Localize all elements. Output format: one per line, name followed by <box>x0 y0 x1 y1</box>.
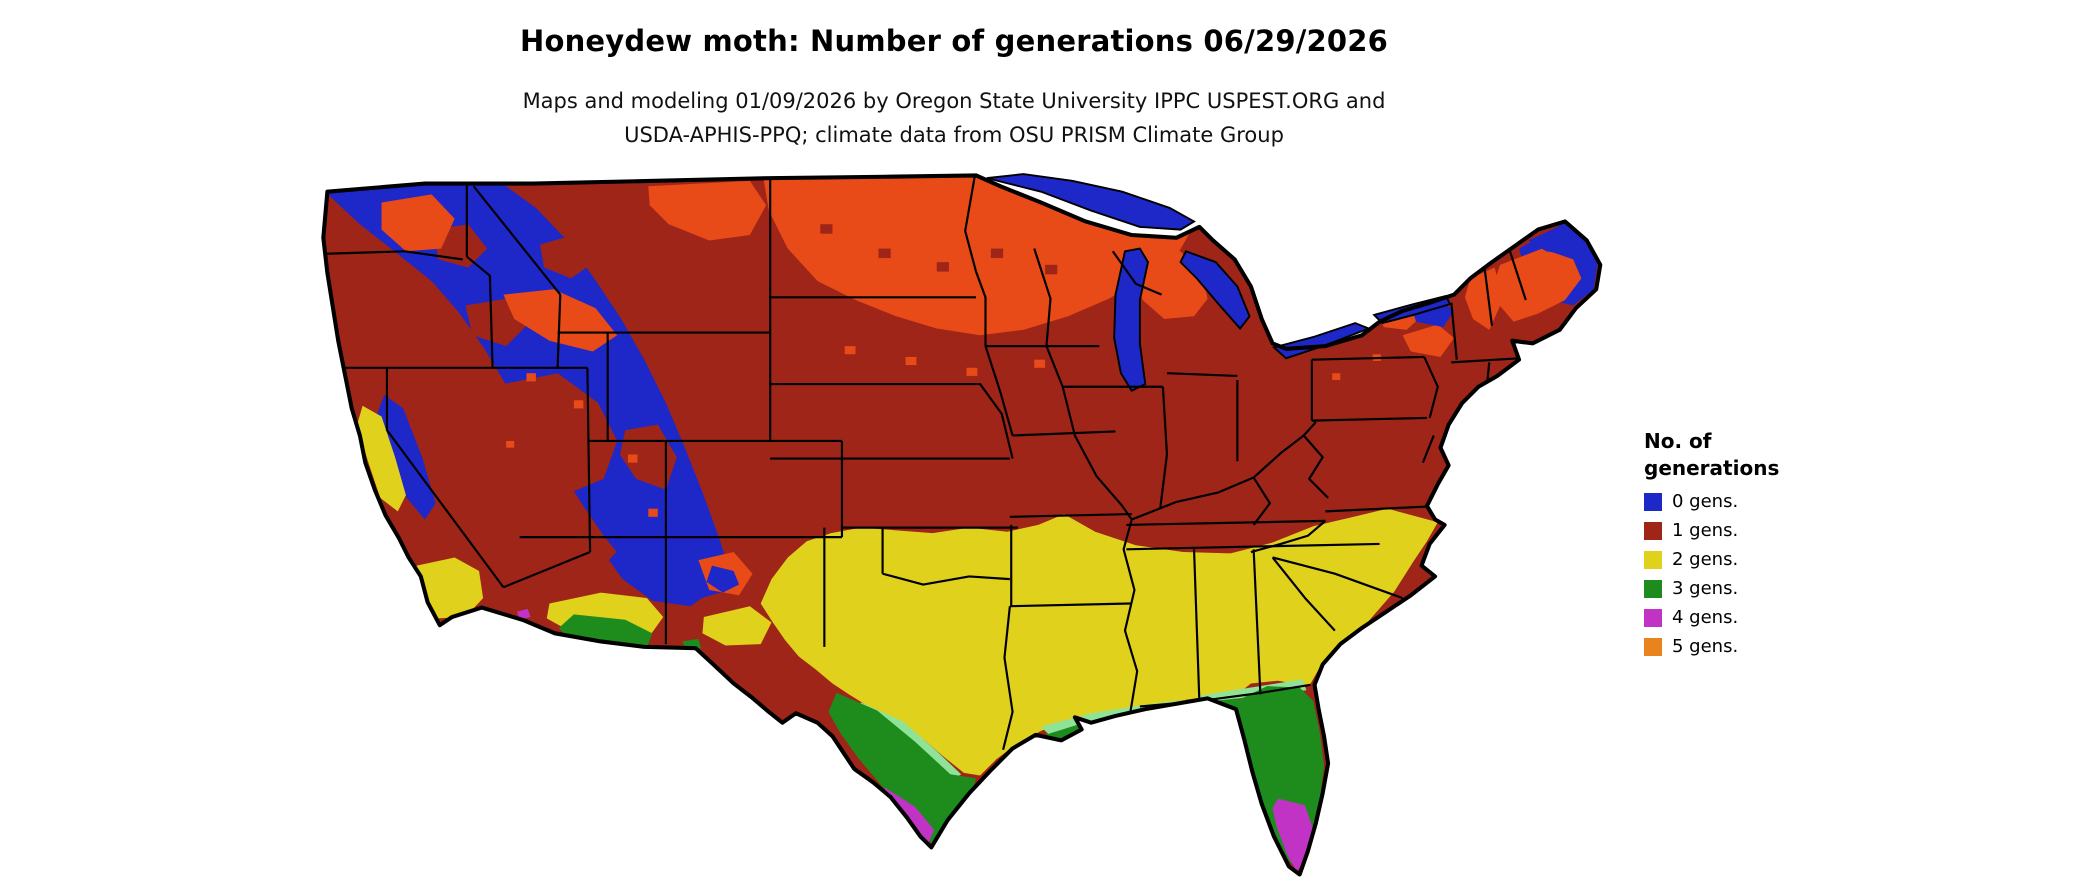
legend-title: No. of generations <box>1644 428 1894 482</box>
legend-label: 4 gens. <box>1672 607 1739 628</box>
legend-title-line-1: No. of <box>1644 429 1712 453</box>
legend-color-swatch <box>1644 521 1662 540</box>
lake-huron <box>1179 250 1251 330</box>
legend-color-swatch <box>1644 492 1662 511</box>
legend-label: 3 gens. <box>1672 578 1739 599</box>
lake-michigan <box>1113 247 1150 393</box>
us-generations-map <box>303 170 1603 888</box>
legend-label: 0 gens. <box>1672 491 1739 512</box>
legend-item-0-gens: 0 gens. <box>1644 491 1894 512</box>
map-legend: No. of generations 0 gens. 1 gens. 2 gens.… <box>1644 428 1894 657</box>
legend-label: 2 gens. <box>1672 549 1739 570</box>
legend-item-1-gens: 1 gens. <box>1644 520 1894 541</box>
legend-item-4-gens: 4 gens. <box>1644 607 1894 628</box>
legend-item-3-gens: 3 gens. <box>1644 578 1894 599</box>
lake-superior <box>986 173 1196 231</box>
credits-line-1: Maps and modeling 01/09/2026 by Oregon S… <box>522 89 1386 113</box>
region-transition-north <box>381 175 1582 596</box>
legend-color-swatch <box>1644 579 1662 598</box>
us-outline <box>321 173 1603 877</box>
page-title: Honeydew moth: Number of generations 06/… <box>519 24 1388 58</box>
legend-color-swatch <box>1644 637 1662 656</box>
legend-item-5-gens: 5 gens. <box>1644 636 1894 657</box>
legend-item-2-gens: 2 gens. <box>1644 549 1894 570</box>
state-borders <box>323 176 1527 751</box>
legend-color-swatch <box>1644 608 1662 627</box>
us-map-svg <box>321 173 1603 877</box>
credits-line-2: USDA-APHIS-PPQ; climate data from OSU PR… <box>624 123 1284 147</box>
legend-items: 0 gens. 1 gens. 2 gens. 3 gens. 4 gens. 5 gen… <box>1644 491 1894 657</box>
legend-title-line-2: generations <box>1644 456 1780 480</box>
legend-label: 5 gens. <box>1672 636 1739 657</box>
legend-color-swatch <box>1644 550 1662 569</box>
map-credits: Maps and modeling 01/09/2026 by Oregon S… <box>0 84 1908 152</box>
legend-label: 1 gens. <box>1672 520 1739 541</box>
region-5-gens <box>1295 874 1304 875</box>
